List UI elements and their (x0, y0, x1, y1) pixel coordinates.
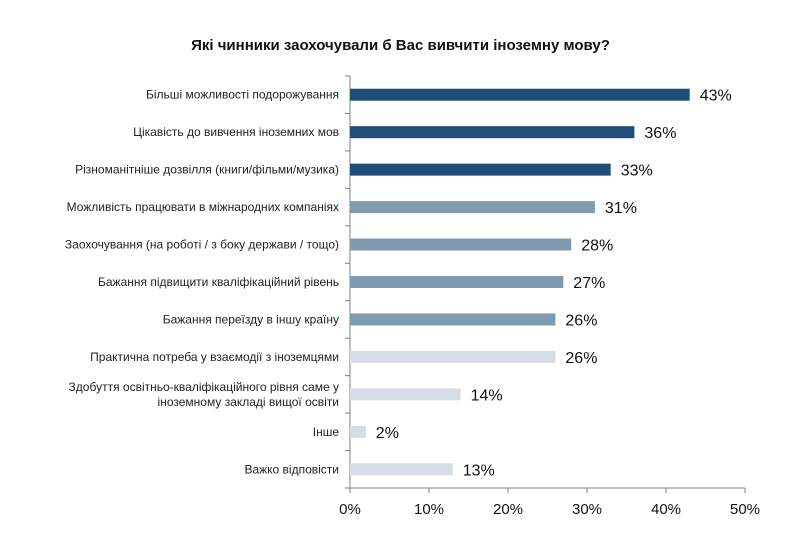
value-label: 43% (700, 88, 732, 105)
value-label: 14% (471, 387, 503, 404)
bar (350, 163, 611, 176)
category-label-line: Більші можливості подорожування (146, 88, 339, 102)
x-tick-label: 50% (730, 501, 760, 518)
labels-layer: Більші можливості подорожування 43% Цікаві… (65, 88, 732, 480)
value-label: 26% (565, 350, 597, 367)
category-label: Бажання переїзду в іншу країну (163, 312, 339, 326)
category-label-line: іноземному закладі вищої освіти (158, 395, 339, 409)
value-label: 36% (644, 125, 676, 142)
category-label: Різноманітніше дозвілля (книги/фільми/му… (75, 163, 339, 177)
bar (350, 313, 556, 326)
category-label-line: Бажання переїзду в іншу країну (163, 312, 339, 326)
category-label: Важко відповісти (244, 462, 339, 476)
category-label-line: Цікавість до вивчення іноземних мов (133, 125, 339, 139)
category-label-line: Здобуття освітньо-кваліфікаційного рівня… (69, 380, 339, 394)
bar (350, 238, 572, 251)
category-label-line: Можливість працювати в міжнародних компа… (67, 200, 339, 214)
category-label: Практична потреба у взаємодії з іноземця… (90, 350, 339, 364)
chart-title: Які чинники заохочували б Вас вивчити ін… (191, 37, 610, 54)
category-label: Можливість працювати в міжнародних компа… (67, 200, 339, 214)
category-label: Заохочування (на роботі / з боку держави… (65, 238, 339, 252)
category-label-line: Інше (313, 425, 340, 439)
axis-layer: 0% 10% 20% 30% 40% 50% (339, 75, 760, 518)
bar (350, 276, 564, 288)
x-tick-label: 40% (651, 501, 681, 518)
x-tick-label: 10% (414, 501, 444, 518)
bar (350, 126, 635, 139)
category-label: Більші можливості подорожування (146, 88, 339, 102)
category-label: Бажання підвищити кваліфікаційний рівень (98, 275, 339, 289)
bar (350, 425, 366, 438)
bar (350, 388, 461, 401)
value-label: 31% (605, 200, 637, 217)
category-label-line: Заохочування (на роботі / з боку держави… (65, 238, 339, 252)
category-label: Інше (313, 425, 340, 439)
bar (350, 88, 690, 101)
category-label-line: Бажання підвищити кваліфікаційний рівень (98, 275, 339, 289)
value-label: 26% (565, 312, 597, 329)
x-tick-label: 20% (493, 501, 523, 518)
category-label-line: Різноманітніше дозвілля (книги/фільми/му… (75, 163, 339, 177)
value-label: 28% (581, 238, 613, 255)
category-label: Цікавість до вивчення іноземних мов (133, 125, 339, 139)
bar (350, 463, 453, 476)
category-label-line: Важко відповісти (244, 462, 339, 476)
category-label: Здобуття освітньо-кваліфікаційного рівня… (69, 380, 339, 409)
x-tick-label: 0% (339, 501, 361, 518)
bar (350, 350, 556, 363)
bars-layer (350, 88, 690, 476)
value-label: 27% (573, 275, 605, 292)
bar (350, 201, 595, 214)
category-label-line: Практична потреба у взаємодії з іноземця… (90, 350, 339, 364)
value-label: 13% (463, 462, 495, 479)
x-tick-label: 30% (572, 501, 602, 518)
value-label: 2% (376, 425, 399, 442)
value-label: 33% (621, 163, 653, 180)
